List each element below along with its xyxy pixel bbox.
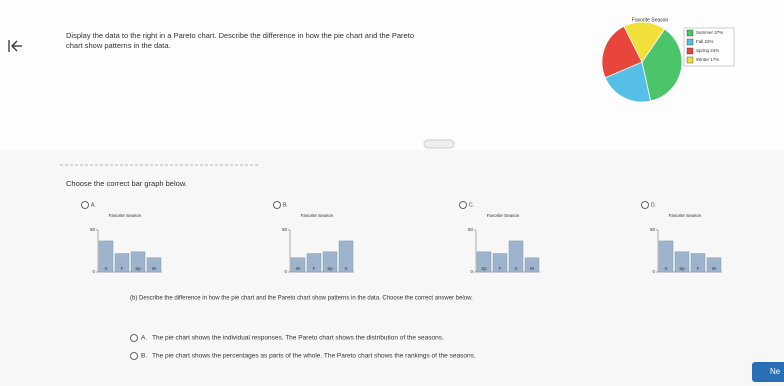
radio[interactable] bbox=[273, 201, 281, 209]
bar bbox=[306, 253, 322, 273]
y-tick-label: 0 bbox=[652, 269, 655, 274]
part-b-prompt: (b) Describe the difference in how the p… bbox=[130, 296, 473, 302]
answer-options: A. The pie chart shows the individual res… bbox=[130, 334, 476, 360]
pie-title: Favorite Season bbox=[632, 17, 669, 23]
bar bbox=[146, 257, 162, 273]
option-text: The pie chart shows the individual respo… bbox=[152, 335, 444, 342]
radio[interactable] bbox=[81, 201, 89, 209]
x-tick-label: W bbox=[530, 266, 535, 271]
pie-slice bbox=[623, 21, 666, 63]
legend-label: Spring 24% bbox=[696, 48, 719, 53]
chart-title: Favorite Season bbox=[487, 213, 520, 218]
back-icon[interactable] bbox=[8, 40, 22, 52]
y-tick-label: 0 bbox=[284, 269, 287, 274]
chart-title: Favorite Season bbox=[301, 213, 334, 218]
x-tick-label: Sp bbox=[481, 266, 487, 271]
bar bbox=[690, 253, 706, 273]
legend-swatch bbox=[686, 29, 694, 37]
x-tick-label: F bbox=[499, 266, 502, 271]
bar-options: A. Favorite Season 0 50 S F Sp W B. Favorite Seas… bbox=[81, 201, 722, 274]
bar bbox=[322, 251, 338, 273]
bar bbox=[658, 240, 674, 273]
chart-title: Favorite Season bbox=[669, 213, 702, 218]
bar bbox=[508, 240, 524, 273]
x-tick-label: S bbox=[104, 266, 107, 271]
bar bbox=[706, 257, 722, 273]
option-letter: A. bbox=[91, 202, 96, 208]
x-tick-label: Sp bbox=[135, 266, 141, 271]
question-text: Display the data to the right in a Paret… bbox=[66, 31, 414, 40]
radio[interactable] bbox=[459, 201, 467, 209]
x-tick-label: S bbox=[344, 266, 347, 271]
pie-slice bbox=[604, 61, 652, 103]
option-letter: B. bbox=[141, 353, 147, 360]
x-tick-label: F bbox=[697, 266, 700, 271]
bar bbox=[290, 257, 306, 273]
bar bbox=[492, 253, 508, 273]
legend-label: Fall 22% bbox=[696, 39, 714, 44]
bar bbox=[674, 251, 690, 273]
legend-label: Summer 37% bbox=[696, 30, 723, 35]
y-tick-label: 0 bbox=[92, 269, 95, 274]
option-text: The pie chart shows the percentages as p… bbox=[152, 353, 476, 360]
question-text: chart show patterns in the data. bbox=[66, 41, 171, 50]
legend-swatch bbox=[686, 38, 694, 46]
pie-chart bbox=[601, 21, 683, 103]
radio[interactable] bbox=[641, 201, 649, 209]
bar bbox=[476, 251, 492, 273]
y-tick-label: 0 bbox=[470, 269, 473, 274]
x-tick-label: F bbox=[121, 266, 124, 271]
x-tick-label: W bbox=[712, 266, 717, 271]
bar bbox=[338, 240, 354, 273]
bar bbox=[524, 257, 540, 273]
x-tick-label: S bbox=[664, 266, 667, 271]
expand-handle[interactable] bbox=[423, 139, 455, 149]
x-tick-label: W bbox=[296, 266, 301, 271]
option-letter: B. bbox=[283, 202, 288, 208]
pie-slice bbox=[641, 28, 683, 102]
y-tick-label: 50 bbox=[650, 227, 656, 232]
bar bbox=[98, 240, 114, 273]
x-tick-label: F bbox=[313, 266, 316, 271]
x-tick-label: Sp bbox=[679, 266, 685, 271]
radio[interactable] bbox=[130, 334, 138, 342]
option-letter: D. bbox=[651, 202, 656, 208]
option-letter: A. bbox=[141, 335, 147, 342]
legend-swatch bbox=[686, 56, 694, 64]
legend-label: Winter 17% bbox=[696, 57, 719, 62]
bar bbox=[130, 251, 146, 273]
x-tick-label: S bbox=[514, 266, 517, 271]
radio[interactable] bbox=[130, 352, 138, 360]
x-tick-label: W bbox=[152, 266, 157, 271]
part-a-prompt: Choose the correct bar graph below. bbox=[66, 179, 187, 188]
pie-slice bbox=[601, 25, 643, 79]
next-label: Ne bbox=[770, 367, 781, 376]
y-tick-label: 50 bbox=[90, 227, 96, 232]
bar bbox=[114, 253, 130, 273]
next-button[interactable] bbox=[752, 362, 784, 382]
legend-swatch bbox=[686, 47, 694, 55]
option-letter: C. bbox=[469, 202, 474, 208]
y-tick-label: 50 bbox=[282, 227, 288, 232]
y-tick-label: 50 bbox=[468, 227, 474, 232]
x-tick-label: Sp bbox=[327, 266, 333, 271]
legend: Summer 37% Fall 22% Spring 24% Winter 17% bbox=[683, 27, 735, 67]
chart-title: Favorite Season bbox=[109, 213, 142, 218]
